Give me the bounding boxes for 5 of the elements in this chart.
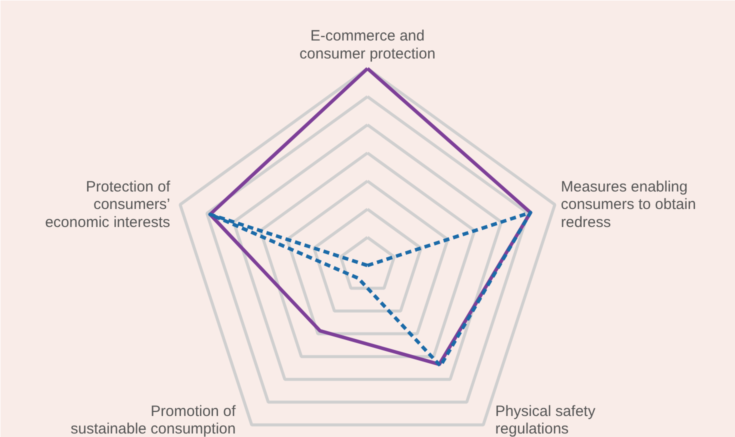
spoke-label: Promotion of sustainable consumption (70, 402, 237, 437)
spoke-label: Physical safety regulations (495, 402, 596, 437)
spoke-label: Measures enabling consumers to obtain redress (560, 178, 696, 231)
spoke-label: Protection of consumers’ economic interests (45, 178, 171, 231)
spoke-label: E-commerce and consumer protection (300, 28, 436, 62)
